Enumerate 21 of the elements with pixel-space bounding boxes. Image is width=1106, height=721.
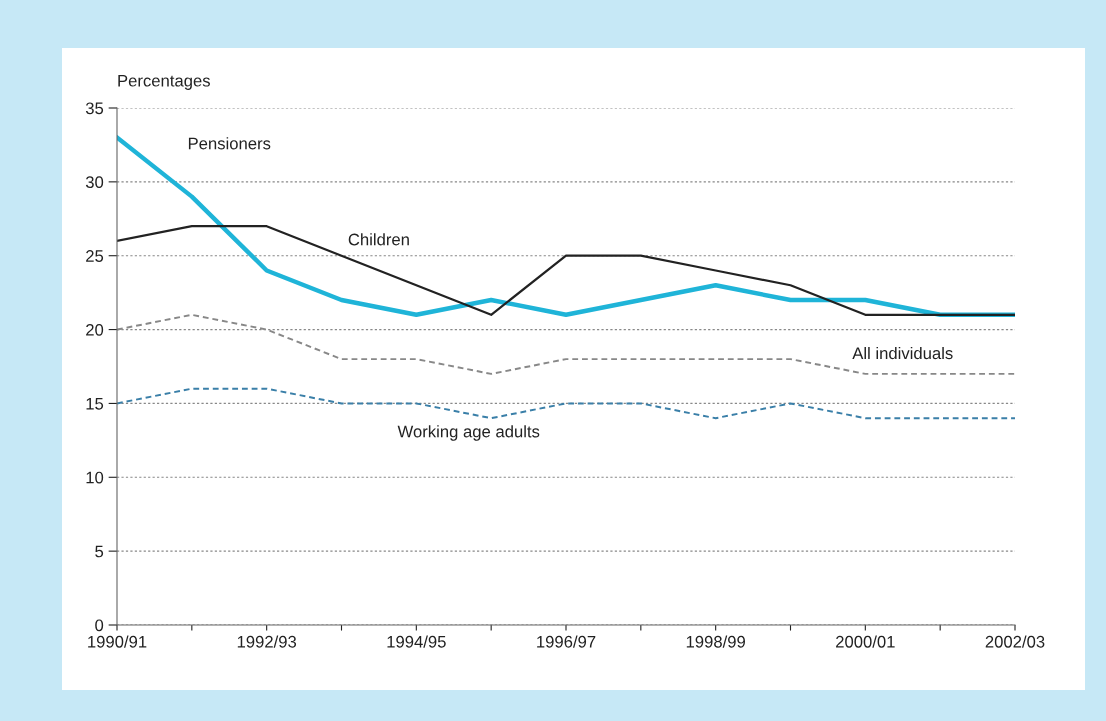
x-tick-label: 1996/97	[537, 635, 596, 648]
y-tick-label: 30	[85, 176, 104, 189]
text: Pensioners	[188, 137, 271, 150]
x-tick-label: 2002/03	[985, 635, 1045, 648]
y-tick-label: 10	[86, 471, 104, 484]
x-tick-label: 1990/91	[88, 635, 147, 648]
line-series	[117, 225, 1015, 316]
x-tick-label: 1994/95	[387, 635, 446, 648]
y-axis-title: Percentages	[118, 74, 210, 90]
series-label: Children	[348, 233, 409, 246]
y-tick-label: 20	[86, 323, 104, 336]
y-tick-label: 15	[86, 398, 104, 410]
y-tick-label: 35	[85, 102, 104, 115]
y-tick-label: 5	[95, 545, 104, 558]
y-tick-label: 0	[95, 619, 104, 632]
series-label: All individuals	[852, 346, 953, 360]
series-label: Working age adults	[397, 425, 540, 441]
y-tick-label: 25	[86, 250, 104, 262]
x-tick-label: 2000/01	[836, 635, 895, 648]
x-tick-label: 1992/93	[237, 635, 297, 648]
x-tick-label: 1998/99	[686, 635, 745, 648]
